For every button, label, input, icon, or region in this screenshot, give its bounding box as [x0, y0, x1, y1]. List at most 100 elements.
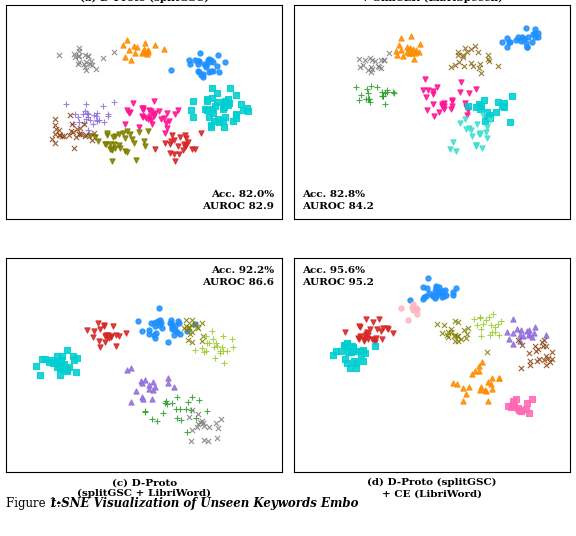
Point [346, 348, 355, 356]
Point [445, 145, 454, 153]
Point [73, 51, 82, 60]
Point [83, 110, 92, 118]
Point [65, 363, 74, 371]
Point [346, 364, 355, 373]
Point [51, 115, 60, 123]
Point [475, 100, 484, 108]
Point [138, 103, 147, 112]
Point [166, 140, 175, 148]
Point [473, 47, 483, 56]
Point [147, 115, 156, 124]
Point [67, 120, 77, 129]
Point [367, 64, 376, 73]
Point [147, 414, 157, 423]
Point [201, 346, 210, 355]
Point [89, 129, 98, 137]
Point [242, 103, 252, 112]
Point [509, 402, 518, 411]
Point [79, 119, 88, 128]
Point [474, 361, 483, 370]
Point [541, 342, 551, 351]
Point [516, 364, 525, 373]
Point [51, 125, 60, 133]
Point [154, 321, 164, 330]
Point [505, 38, 514, 46]
Point [37, 354, 46, 363]
Point [145, 381, 154, 389]
Point [160, 44, 169, 53]
Point [194, 68, 203, 76]
Point [449, 331, 458, 340]
Point [135, 128, 144, 136]
Point [374, 62, 384, 71]
Point [210, 343, 219, 352]
Point [126, 364, 135, 373]
Point [187, 338, 196, 347]
Point [88, 135, 97, 144]
Point [219, 105, 228, 113]
Point [365, 54, 374, 63]
Point [192, 422, 202, 431]
Point [200, 347, 209, 356]
Point [137, 377, 146, 386]
Point [491, 108, 501, 116]
Point [464, 124, 473, 133]
Point [487, 327, 497, 336]
Point [545, 358, 554, 367]
Point [173, 105, 183, 114]
Point [188, 316, 197, 324]
Point [138, 106, 147, 114]
Point [70, 50, 79, 58]
Point [226, 83, 235, 92]
Point [437, 100, 446, 108]
Point [82, 109, 92, 117]
Point [529, 329, 538, 338]
Point [503, 402, 512, 411]
Point [458, 397, 468, 405]
Point [466, 125, 475, 134]
Point [439, 292, 448, 300]
Point [408, 300, 417, 308]
Point [137, 103, 146, 112]
Point [162, 109, 171, 117]
Point [200, 421, 209, 430]
Point [108, 146, 117, 154]
Point [458, 383, 468, 392]
Point [202, 96, 211, 105]
Point [361, 315, 370, 324]
Point [103, 333, 112, 341]
Point [458, 50, 468, 59]
Point [64, 130, 73, 139]
Point [419, 292, 429, 301]
Point [220, 98, 229, 107]
Point [361, 330, 370, 339]
Point [532, 346, 541, 355]
Point [514, 404, 523, 413]
Point [223, 95, 232, 103]
Point [151, 144, 160, 153]
Point [101, 139, 111, 148]
Point [361, 95, 370, 103]
Point [438, 287, 447, 295]
Point [181, 405, 191, 414]
Point [135, 123, 144, 131]
Point [200, 105, 209, 113]
Point [376, 64, 385, 72]
Point [463, 111, 472, 120]
Point [194, 420, 203, 428]
Point [92, 116, 101, 125]
Point [107, 332, 116, 340]
Point [430, 294, 439, 303]
Point [434, 108, 444, 116]
Point [487, 321, 496, 330]
Point [488, 374, 497, 383]
Point [485, 331, 494, 339]
Point [56, 356, 65, 364]
Point [131, 387, 141, 396]
Point [125, 130, 134, 139]
Point [196, 129, 206, 137]
Point [231, 114, 240, 122]
Point [363, 89, 373, 98]
Point [452, 147, 461, 156]
Point [507, 92, 517, 101]
